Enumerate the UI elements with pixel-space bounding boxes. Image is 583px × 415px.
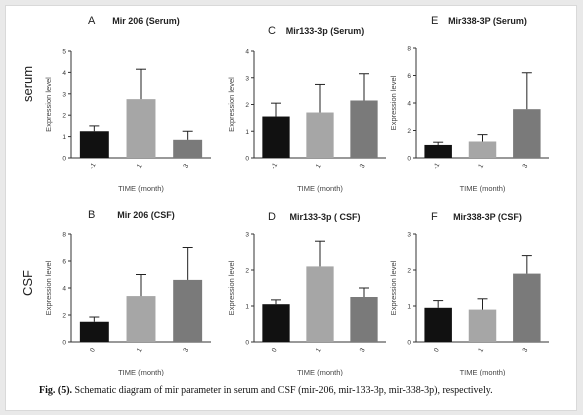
figure-caption: Fig. (5). Schematic diagram of mir param…: [39, 384, 569, 397]
y-tick-label-b: 0: [62, 340, 66, 347]
x-tick-label-e: 1: [477, 163, 485, 170]
y-tick-label-c: 0: [245, 156, 249, 163]
bar-a-3: [173, 139, 203, 158]
x-axis-label-e: TIME (month): [460, 184, 506, 193]
y-tick-label-e: 4: [407, 101, 411, 108]
bar-e-3: [513, 109, 541, 158]
caption-label: Fig. (5).: [39, 385, 73, 396]
y-tick-label-d: 0: [245, 340, 249, 347]
x-axis-label-c: TIME (month): [297, 184, 343, 193]
x-tick-label-d: 1: [315, 347, 323, 354]
panel-title-c: Mir133-3p (Serum): [286, 26, 365, 36]
y-tick-label-a: 5: [62, 49, 66, 56]
x-tick-label-a: 3: [182, 163, 190, 170]
bar-c-1: [262, 116, 290, 158]
y-tick-label-d: 1: [245, 304, 249, 311]
y-tick-label-b: 6: [62, 259, 66, 266]
panel-letter-e: E: [431, 15, 438, 27]
panel-letter-b: B: [88, 209, 95, 221]
panel-title-e: Mir338-3P (Serum): [448, 16, 527, 26]
y-tick-label-f: 2: [407, 268, 411, 275]
y-tick-label-d: 3: [245, 232, 249, 239]
bar-d-3: [350, 297, 378, 342]
x-tick-label-b: 1: [136, 347, 144, 354]
bar-a-1: [79, 131, 109, 158]
x-tick-label-e: -1: [432, 162, 441, 171]
bar-f-1: [424, 307, 452, 342]
bar-f-2: [468, 309, 497, 342]
bar-b-1: [79, 321, 109, 342]
y-axis-label-a: Expression level: [44, 77, 53, 132]
x-tick-label-b: 3: [182, 347, 190, 354]
x-tick-label-f: 0: [433, 347, 441, 354]
y-tick-label-c: 1: [245, 129, 249, 136]
y-tick-label-e: 8: [407, 46, 411, 53]
bar-c-2: [306, 112, 334, 158]
bar-d-1: [262, 304, 290, 342]
x-tick-label-e: 3: [522, 163, 530, 170]
x-axis-label-b: TIME (month): [118, 368, 164, 376]
y-tick-label-e: 0: [407, 156, 411, 163]
x-tick-label-a: 1: [136, 163, 144, 170]
y-tick-label-a: 1: [62, 134, 66, 141]
panel-letter-d: D: [268, 211, 276, 223]
caption-text: Schematic diagram of mir parameter in se…: [74, 385, 493, 396]
panel-letter-a: A: [88, 15, 96, 27]
panel-title-b: Mir 206 (CSF): [117, 210, 175, 220]
x-tick-label-f: 1: [477, 347, 485, 354]
x-tick-label-c: -1: [270, 162, 279, 171]
y-tick-label-c: 3: [245, 75, 249, 82]
y-tick-label-c: 4: [245, 49, 249, 56]
panel-letter-f: F: [431, 211, 438, 223]
y-tick-label-e: 6: [407, 73, 411, 80]
bar-b-3: [173, 279, 203, 342]
y-tick-label-e: 2: [407, 128, 411, 135]
y-axis-label-d: Expression level: [227, 260, 236, 315]
bar-e-2: [468, 141, 497, 158]
y-tick-label-f: 0: [407, 340, 411, 347]
x-tick-label-c: 3: [359, 163, 367, 170]
x-tick-label-f: 3: [522, 347, 530, 354]
figure: serum CSF A Mir 206 (Serum) 0 1 2 3 4 5 Expressi…: [5, 5, 577, 411]
x-tick-label-d: 3: [359, 347, 367, 354]
bar-a-2: [126, 99, 156, 158]
x-tick-label-b: 0: [89, 347, 97, 354]
y-tick-label-a: 4: [62, 70, 66, 77]
y-axis-label-b: Expression level: [44, 260, 53, 315]
y-tick-label-c: 2: [245, 102, 249, 109]
panel-title-d: Mir133-3p ( CSF): [289, 212, 360, 222]
bar-e-1: [424, 144, 452, 158]
bar-f-3: [513, 273, 541, 342]
bar-c-3: [350, 100, 378, 158]
x-tick-label-a: -1: [89, 162, 98, 171]
y-axis-label-e: Expression level: [389, 75, 398, 130]
x-tick-label-d: 0: [271, 347, 279, 354]
bar-b-2: [126, 296, 156, 342]
y-tick-label-b: 8: [62, 232, 66, 239]
x-tick-label-c: 1: [315, 163, 323, 170]
bar-d-2: [306, 266, 334, 342]
y-tick-label-b: 2: [62, 313, 66, 320]
y-axis-label-f: Expression level: [389, 260, 398, 315]
y-tick-label-d: 2: [245, 268, 249, 275]
y-tick-label-f: 1: [407, 304, 411, 311]
y-tick-label-a: 2: [62, 113, 66, 120]
y-axis-label-c: Expression level: [227, 77, 236, 132]
charts-canvas: A Mir 206 (Serum) 0 1 2 3 4 5 Expression level -1…: [44, 15, 549, 376]
x-axis-label-a: TIME (month): [118, 184, 164, 193]
x-axis-label-f: TIME (month): [460, 368, 506, 376]
y-tick-label-f: 3: [407, 232, 411, 239]
x-axis-label-d: TIME (month): [297, 368, 343, 376]
y-tick-label-a: 0: [62, 156, 66, 163]
panel-title-f: Mir338-3P (CSF): [453, 212, 522, 222]
y-tick-label-a: 3: [62, 91, 66, 98]
panel-letter-c: C: [268, 25, 276, 37]
y-tick-label-b: 4: [62, 286, 66, 293]
panel-title-a: Mir 206 (Serum): [112, 16, 180, 26]
